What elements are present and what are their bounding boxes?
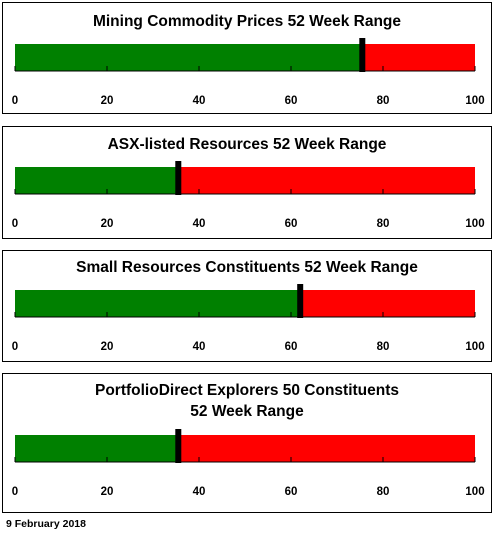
x-tick-label: 60 — [285, 218, 298, 230]
x-tick-label: 0 — [12, 341, 18, 353]
chart-title: PortfolioDirect Explorers 50 Constituent… — [94, 382, 400, 399]
below-range-bar — [15, 167, 179, 194]
current-position-marker — [297, 284, 304, 318]
x-tick-label: 0 — [12, 486, 18, 498]
chart-title: Mining Commodity Prices 52 Week Range — [92, 13, 402, 30]
x-tick-label: 100 — [465, 341, 484, 353]
gauge-panel-mining-commodities: Mining Commodity Prices 52 Week Range 0 2… — [2, 2, 492, 114]
below-range-bar — [15, 44, 363, 71]
report-date: 9 February 2018 — [6, 518, 86, 530]
gauge-panel-small-resources: Small Resources Constituents 52 Week Ran… — [2, 250, 492, 362]
x-tick-label: 20 — [101, 218, 114, 230]
current-position-marker — [175, 429, 182, 463]
chart-title: ASX-listed Resources 52 Week Range — [107, 136, 387, 153]
x-tick-label: 40 — [193, 218, 206, 230]
range-gauge-chart: 0 20 40 60 80 100 — [12, 161, 485, 230]
x-tick-label: 100 — [465, 218, 484, 230]
gauge-panel-asx-resources: ASX-listed Resources 52 Week Range 0 20 40… — [2, 126, 492, 239]
x-tick-label: 80 — [377, 218, 390, 230]
x-tick-label: 40 — [193, 95, 206, 107]
chart-title-line-2: 52 Week Range — [190, 403, 304, 420]
x-tick-label: 0 — [12, 218, 18, 230]
x-tick-label: 80 — [377, 341, 390, 353]
current-position-marker — [359, 38, 366, 72]
above-range-bar — [178, 167, 476, 194]
x-tick-label: 20 — [101, 341, 114, 353]
x-tick-label: 40 — [193, 341, 206, 353]
x-tick-label: 0 — [12, 95, 18, 107]
above-range-bar — [178, 435, 476, 462]
gauge-panel-explorers-50: PortfolioDirect Explorers 50 Constituent… — [2, 373, 492, 513]
x-tick-label: 60 — [285, 95, 298, 107]
range-gauge-chart: 0 20 40 60 80 100 — [12, 284, 485, 353]
x-tick-label: 100 — [465, 95, 484, 107]
x-tick-label: 100 — [465, 486, 484, 498]
x-tick-label: 60 — [285, 486, 298, 498]
x-tick-label: 60 — [285, 341, 298, 353]
chart-title: Small Resources Constituents 52 Week Ran… — [76, 259, 418, 276]
above-range-bar — [300, 290, 475, 317]
x-tick-label: 20 — [101, 486, 114, 498]
x-tick-label: 80 — [377, 95, 390, 107]
x-tick-label: 40 — [193, 486, 206, 498]
range-gauge-chart: 0 20 40 60 80 100 — [12, 429, 485, 498]
above-range-bar — [362, 44, 475, 71]
range-gauge-chart: 0 20 40 60 80 100 — [12, 38, 485, 107]
x-tick-label: 80 — [377, 486, 390, 498]
below-range-bar — [15, 435, 179, 462]
current-position-marker — [175, 161, 182, 195]
below-range-bar — [15, 290, 301, 317]
x-tick-label: 20 — [101, 95, 114, 107]
